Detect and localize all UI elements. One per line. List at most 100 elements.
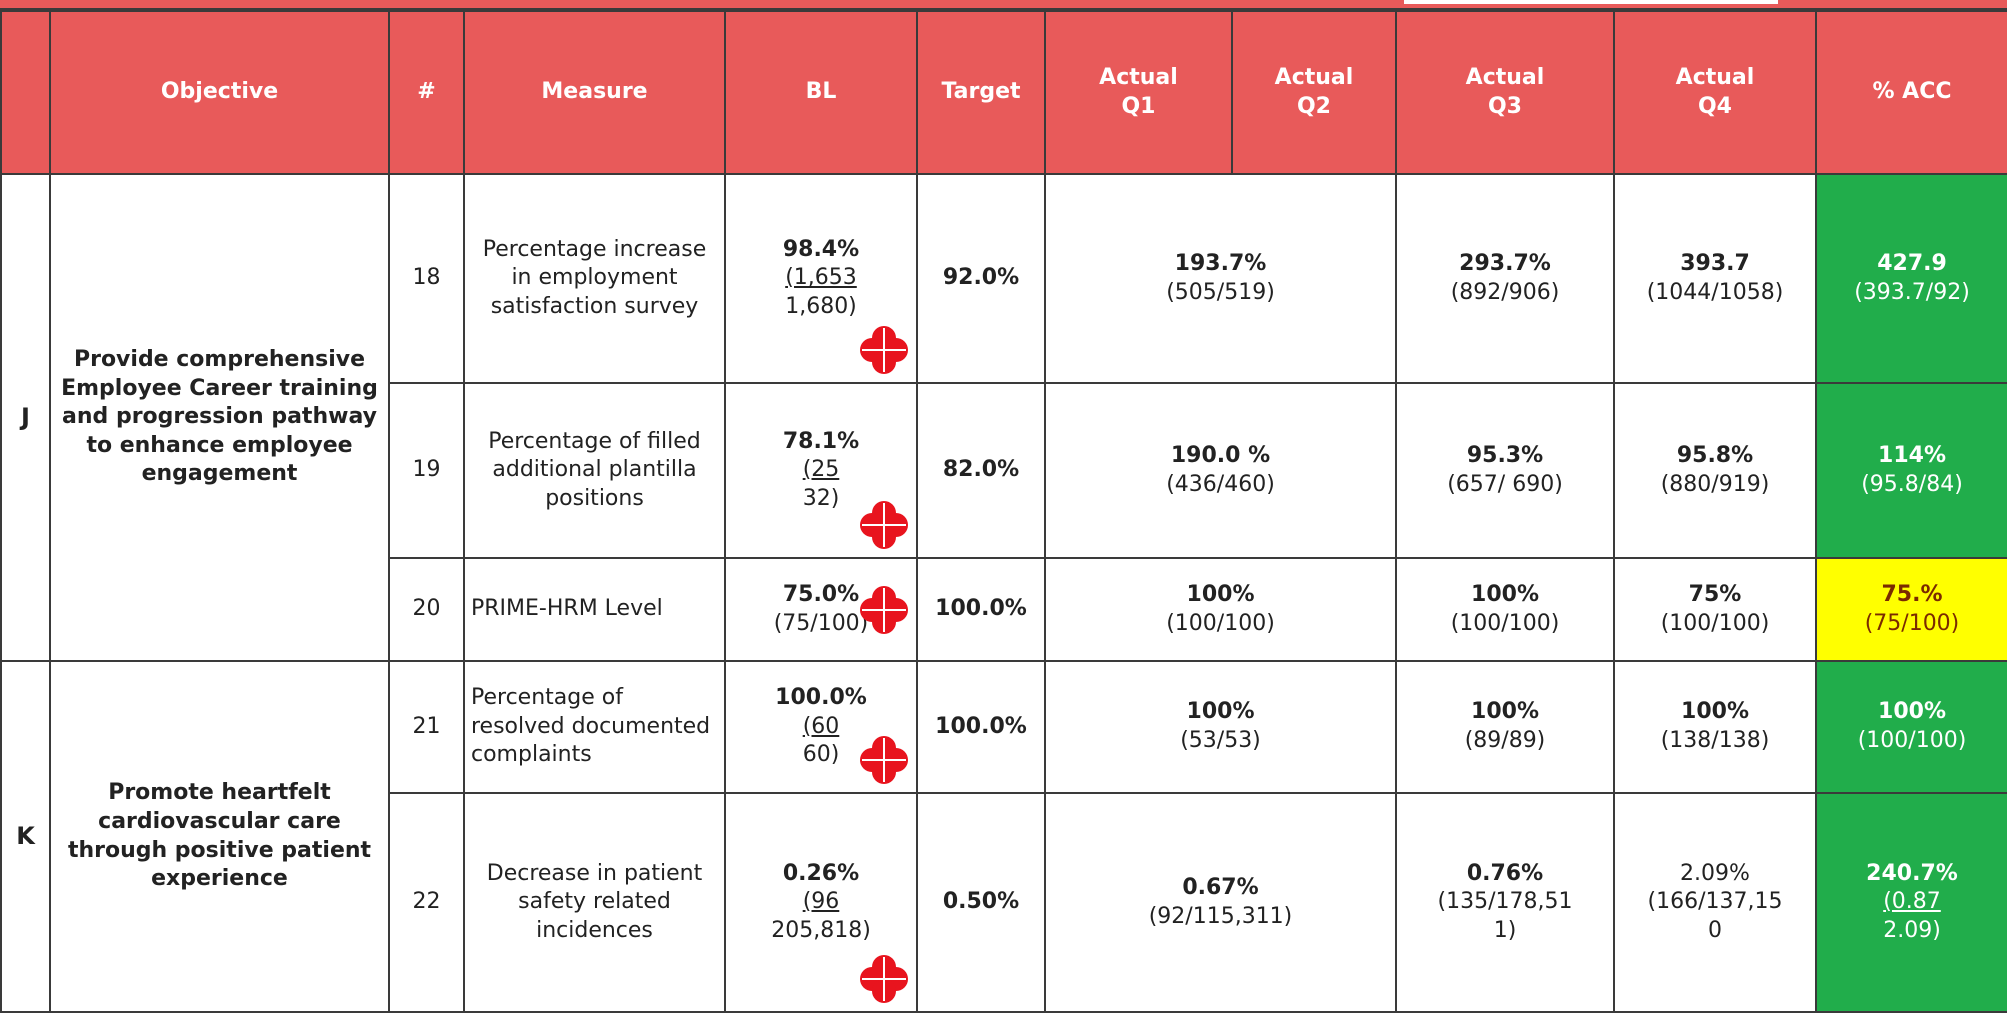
measure-number: 20 [388, 557, 465, 662]
measure-number: 22 [388, 792, 465, 1013]
group-label: K [0, 660, 51, 1013]
objective: Provide comprehensive Employee Career tr… [49, 173, 390, 662]
target: 82.0% [916, 382, 1046, 559]
header-line: Q4 [1697, 93, 1732, 119]
cell-line: 1,680) [785, 293, 857, 319]
cell-line: (436/460) [1166, 471, 1275, 497]
cell-line: 98.4% [782, 236, 860, 262]
clover-icon [860, 586, 908, 634]
cell-line: 293.7% [1459, 250, 1551, 276]
cell-line: (96 [802, 889, 840, 915]
cell-line: (25 [802, 457, 840, 483]
actual-q4: 2.09% (166/137,15 0 [1613, 792, 1817, 1013]
cell-line: 95.8% [1676, 442, 1754, 468]
actual-q1-q2: 193.7% (505/519) [1044, 173, 1397, 384]
measure-number: 18 [388, 173, 465, 384]
cell-line: (95.8/84) [1861, 471, 1963, 497]
header-line: Actual [1099, 64, 1178, 90]
cell-line: (393.7/92) [1854, 279, 1970, 305]
accomplishment: 427.9 (393.7/92) [1815, 173, 2007, 384]
clover-icon [860, 326, 908, 374]
cell-line: (1,653 [785, 265, 857, 291]
cell-line: (53/53) [1180, 728, 1261, 753]
measure: Percentage of filled additional plantill… [463, 382, 726, 559]
table-row: K Promote heartfelt cardiovascular care t… [0, 660, 2007, 1013]
actual-q4: 100% (138/138) [1613, 660, 1817, 794]
cell-line: (505/519) [1166, 279, 1275, 305]
actual-q1-q2: 100% (53/53) [1044, 660, 1397, 794]
cell-line: (100/100) [1660, 610, 1770, 636]
cell-line: 2.09) [1883, 917, 1941, 943]
cell-line: 190.0 % [1170, 442, 1271, 468]
objective: Promote heartfelt cardiovascular care th… [49, 660, 390, 1013]
cell-line: 0.26% [782, 860, 860, 886]
actual-q4: 393.7 (1044/1058) [1613, 173, 1817, 384]
header-line: Actual [1675, 64, 1755, 90]
cell-line: (1044/1058) [1646, 279, 1784, 305]
cell-line: 100% [1878, 699, 1946, 725]
header-cell: Actual Q4 [1613, 10, 1817, 175]
table-head: Objective # Measure BL Target Actual Q1 Actual Q… [0, 10, 2007, 175]
actual-q3: 100% (100/100) [1395, 557, 1615, 662]
baseline: 100.0% (60 60) [724, 660, 918, 794]
clover-icon [860, 501, 908, 549]
baseline: 78.1% (25 32) [724, 382, 918, 559]
top-band [0, 0, 2007, 10]
baseline: 0.26% (96 205,818) [724, 792, 918, 1013]
cell-line: (892/906) [1450, 279, 1560, 305]
target: 100.0% [916, 557, 1046, 662]
header-cell: Actual Q1 [1044, 10, 1233, 175]
cell-line: 240.7% [1866, 860, 1958, 886]
header-cell: Objective [49, 10, 390, 175]
target: 92.0% [916, 173, 1046, 384]
header-row: Objective # Measure BL Target Actual Q1 Actual Q… [0, 10, 2007, 175]
header-cell: Actual Q3 [1395, 10, 1615, 175]
clover-icon [860, 736, 908, 784]
cell-line: (89/89) [1464, 728, 1546, 753]
header-cell: BL [724, 10, 918, 175]
top-accent [1404, 0, 1778, 4]
cell-line: 193.7% [1174, 250, 1267, 276]
cell-line: (135/178,51 [1437, 889, 1573, 915]
cell-line: (166/137,15 [1647, 889, 1783, 915]
header-line: Q1 [1121, 93, 1156, 119]
accomplishment: 100% (100/100) [1815, 660, 2007, 794]
header-cell: Target [916, 10, 1046, 175]
header-cell: # [388, 10, 465, 175]
table-body: J Provide comprehensive Employee Career t… [0, 173, 2007, 1013]
header-line: Actual [1465, 64, 1545, 90]
cell-line: 2.09% [1680, 860, 1750, 886]
accomplishment: 114% (95.8/84) [1815, 382, 2007, 559]
actual-q1-q2: 100% (100/100) [1044, 557, 1397, 662]
actual-q4: 75% (100/100) [1613, 557, 1817, 662]
actual-q3: 0.76% (135/178,51 1) [1395, 792, 1615, 1013]
cell-line: 0 [1708, 917, 1722, 943]
cell-line: 100% [1471, 699, 1539, 725]
target: 100.0% [916, 660, 1046, 794]
header-cell: % ACC [1815, 10, 2007, 175]
cell-line: 0.76% [1466, 860, 1544, 886]
cell-line: (60 [802, 713, 840, 739]
cell-line: 100% [1186, 699, 1255, 725]
cell-line: (100/100) [1166, 610, 1275, 636]
cell-line: 205,818) [771, 917, 871, 943]
actual-q1-q2: 190.0 % (436/460) [1044, 382, 1397, 559]
measure-number: 19 [388, 382, 465, 559]
cell-line: (880/919) [1660, 471, 1770, 497]
target: 0.50% [916, 792, 1046, 1013]
cell-line: (75/100) [773, 610, 869, 636]
cell-line: 0.67% [1182, 874, 1259, 900]
table-row: 20 PRIME-HRM Level 75.0% (75/100) 100.0% 100%… [1, 557, 2007, 662]
clover-icon [860, 955, 908, 1003]
measure: PRIME-HRM Level [463, 557, 726, 662]
cell-line: 427.9 [1877, 250, 1947, 276]
cell-line: 100.0% [775, 685, 867, 711]
cell-line: 114% [1878, 442, 1946, 468]
header-line: Actual [1274, 64, 1354, 90]
header-cell: Actual Q2 [1231, 10, 1397, 175]
actual-q3: 95.3% (657/ 690) [1395, 382, 1615, 559]
cell-line: 95.3% [1466, 442, 1544, 468]
measure: Decrease in patient safety related incid… [463, 792, 726, 1013]
measure: Percentage of resolved documented compla… [463, 660, 726, 794]
